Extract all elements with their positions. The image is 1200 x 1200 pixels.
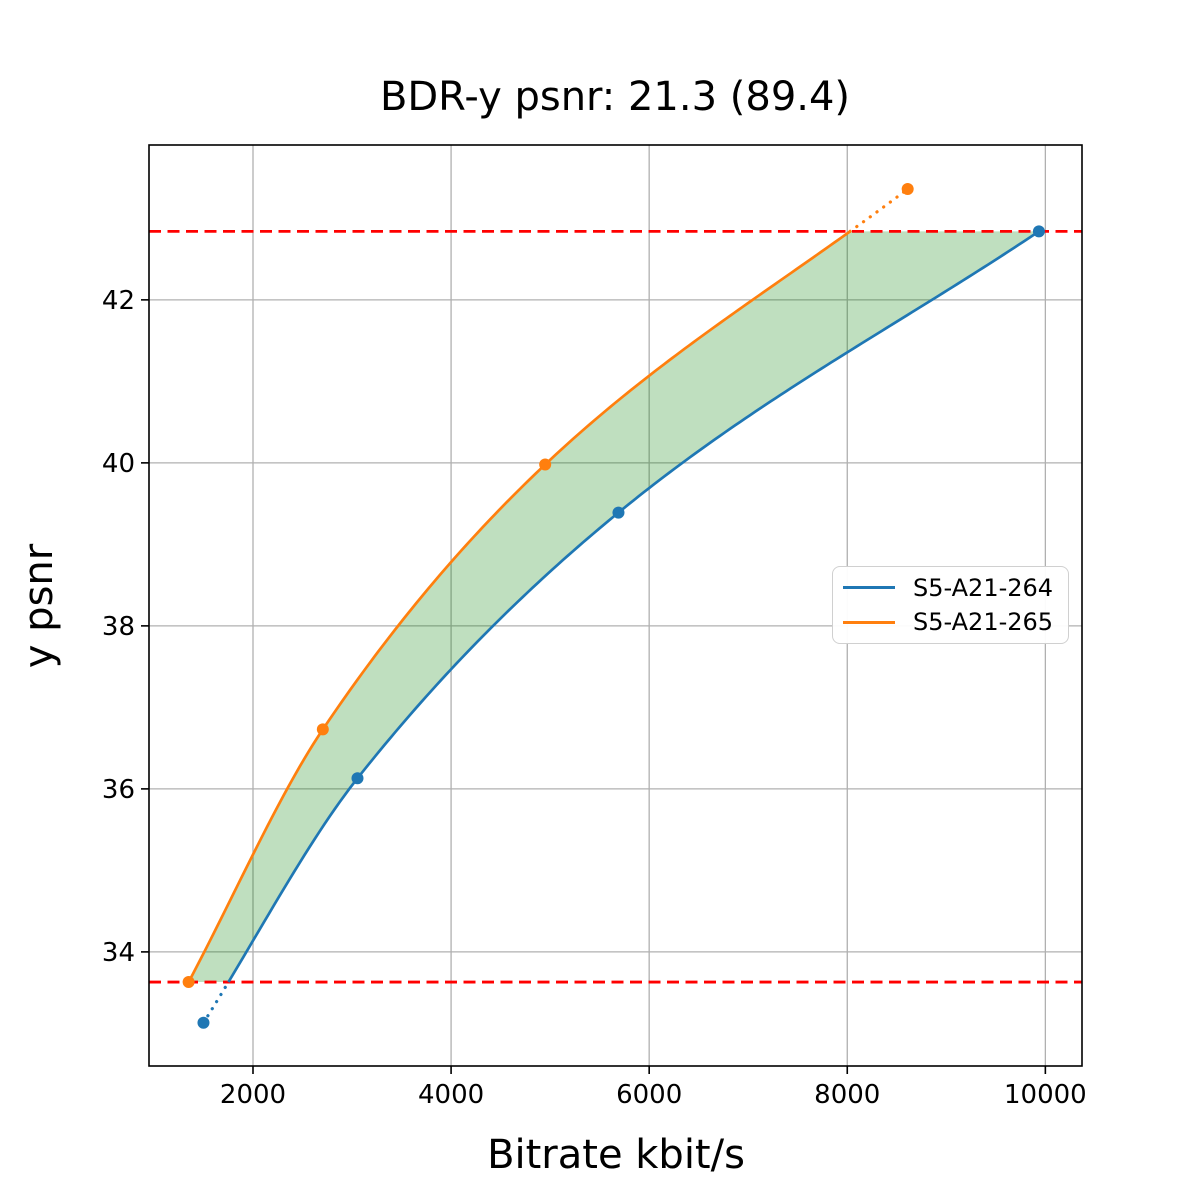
chart-title: BDR-y psnr: 21.3 (89.4)	[380, 74, 850, 120]
y-tick-label-40: 40	[102, 449, 135, 479]
legend-item-s5-a21-265: S5-A21-265	[833, 608, 1068, 636]
data-point-S5-A21-264	[1032, 225, 1045, 238]
series-dotted-extension-S5-A21-264-low	[201, 980, 231, 1025]
y-axis-label: y psnr	[16, 543, 62, 668]
x-tick-label-4000: 4000	[418, 1080, 484, 1110]
y-tick-label-36: 36	[102, 775, 135, 805]
series-line-S5-A21-265	[187, 230, 851, 983]
data-point-S5-A21-265	[182, 976, 195, 989]
series-line-S5-A21-264	[227, 230, 1040, 983]
series-dotted-extension-S5-A21-265-high	[848, 187, 910, 233]
data-point-S5-A21-265	[539, 458, 552, 471]
legend-label-s5-a21-264: S5-A21-264	[913, 573, 1054, 602]
y-tick-label-38: 38	[102, 612, 135, 642]
data-point-S5-A21-264	[197, 1016, 210, 1029]
x-tick-label-2000: 2000	[220, 1080, 286, 1110]
data-point-S5-A21-264	[351, 772, 364, 785]
legend-line-sample-orange	[843, 620, 895, 625]
x-axis-label: Bitrate kbit/s	[487, 1132, 745, 1178]
legend-label-s5-a21-265: S5-A21-265	[913, 608, 1054, 637]
axes-frame	[148, 144, 1083, 1067]
y-tick-label-34: 34	[102, 938, 135, 968]
data-point-S5-A21-264	[612, 506, 625, 519]
data-point-S5-A21-265	[901, 183, 914, 196]
legend-item-s5-a21-264: S5-A21-264	[833, 574, 1068, 602]
data-point-S5-A21-265	[316, 723, 329, 736]
y-tick-label-42: 42	[102, 286, 135, 316]
x-tick-label-10000: 10000	[1004, 1080, 1087, 1110]
x-tick-label-8000: 8000	[814, 1080, 880, 1110]
legend-line-sample-blue	[843, 585, 895, 590]
x-tick-label-6000: 6000	[616, 1080, 682, 1110]
chart-plot-area: 2000 4000 6000 8000 10000 34 36 38 40 42	[102, 144, 1087, 1110]
legend: S5-A21-264 S5-A21-265	[832, 566, 1069, 644]
